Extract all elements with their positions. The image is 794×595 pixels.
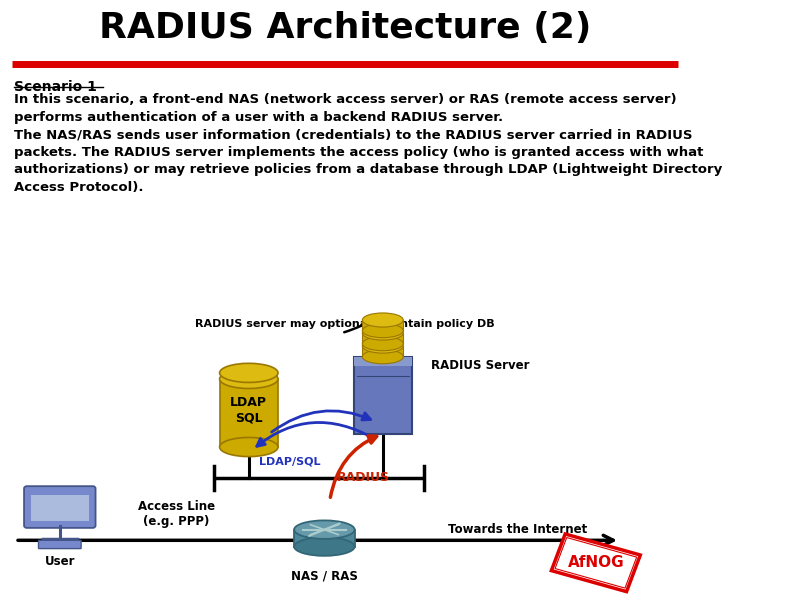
FancyBboxPatch shape <box>24 486 95 528</box>
FancyBboxPatch shape <box>551 534 640 591</box>
Text: RADIUS Architecture (2): RADIUS Architecture (2) <box>98 11 592 45</box>
Ellipse shape <box>294 537 355 556</box>
Text: LDAP/SQL: LDAP/SQL <box>259 456 321 466</box>
Text: RADIUS Server: RADIUS Server <box>431 359 530 372</box>
Ellipse shape <box>362 313 403 327</box>
Ellipse shape <box>362 324 403 338</box>
FancyBboxPatch shape <box>362 320 403 331</box>
Text: RADIUS: RADIUS <box>337 471 390 484</box>
Text: Towards the Internet: Towards the Internet <box>448 523 588 536</box>
FancyBboxPatch shape <box>220 379 278 447</box>
FancyArrowPatch shape <box>345 318 375 332</box>
Ellipse shape <box>220 364 278 383</box>
FancyBboxPatch shape <box>353 357 412 366</box>
Ellipse shape <box>362 339 403 353</box>
Text: Scenario 1: Scenario 1 <box>13 80 97 93</box>
Text: LDAP
SQL: LDAP SQL <box>230 396 268 424</box>
FancyBboxPatch shape <box>353 357 412 434</box>
Text: AfNOG: AfNOG <box>568 555 624 571</box>
Ellipse shape <box>362 350 403 364</box>
FancyBboxPatch shape <box>38 540 81 549</box>
FancyBboxPatch shape <box>362 346 403 357</box>
Text: RADIUS server may optionally contain policy DB: RADIUS server may optionally contain pol… <box>195 319 495 329</box>
FancyBboxPatch shape <box>220 373 278 379</box>
FancyArrowPatch shape <box>330 436 376 497</box>
Text: NAS / RAS: NAS / RAS <box>291 570 358 583</box>
FancyBboxPatch shape <box>294 530 355 547</box>
Ellipse shape <box>220 437 278 456</box>
Ellipse shape <box>362 337 403 350</box>
Ellipse shape <box>362 326 403 340</box>
Text: Access Line
(e.g. PPP): Access Line (e.g. PPP) <box>138 500 215 528</box>
Text: User: User <box>44 555 75 568</box>
FancyArrowPatch shape <box>256 422 373 446</box>
FancyBboxPatch shape <box>362 333 403 344</box>
FancyArrowPatch shape <box>272 411 371 432</box>
Text: In this scenario, a front-end NAS (network access server) or RAS (remote access : In this scenario, a front-end NAS (netwo… <box>13 93 722 194</box>
Ellipse shape <box>220 369 278 389</box>
Ellipse shape <box>294 521 355 539</box>
FancyBboxPatch shape <box>31 495 89 521</box>
